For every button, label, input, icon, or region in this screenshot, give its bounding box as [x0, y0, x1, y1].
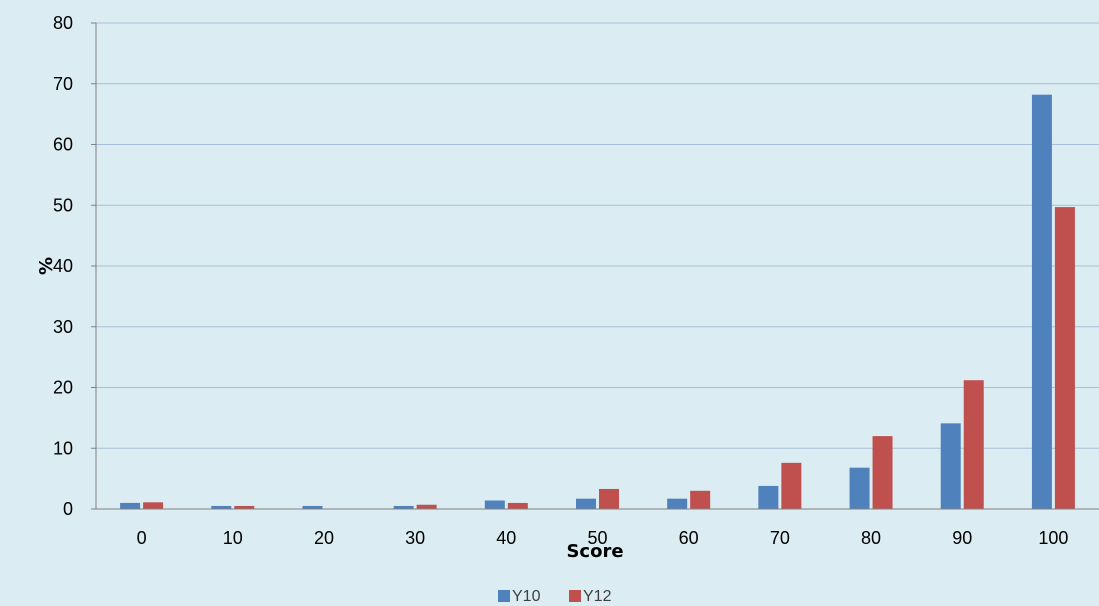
y-tick-label: 40	[53, 256, 73, 276]
axes	[91, 22, 1099, 510]
y-tick-label: 20	[53, 378, 73, 398]
y-tick-label: 30	[53, 317, 73, 337]
x-tick-label: 80	[861, 528, 881, 548]
bar-y12-0	[143, 502, 164, 509]
bar-y12-30	[416, 504, 437, 509]
bar-y12-10	[234, 505, 255, 509]
y-tick-label: 70	[53, 74, 73, 94]
bar-y12-80	[872, 436, 893, 509]
bars	[120, 94, 1075, 509]
bar-y10-20	[302, 505, 323, 509]
bar-y10-10	[211, 505, 232, 509]
bar-y10-40	[484, 500, 505, 509]
bar-y10-30	[393, 505, 414, 509]
x-tick-label: 90	[952, 528, 972, 548]
x-tick-label: 10	[223, 528, 243, 548]
x-tick-label: 30	[405, 528, 425, 548]
y-tick-label: 10	[53, 438, 73, 458]
legend-swatch-y10	[498, 590, 510, 602]
y-tick-label: 50	[53, 195, 73, 215]
x-tick-label: 100	[1038, 528, 1068, 548]
x-tick-label: 50	[587, 528, 607, 548]
bar-y12-60	[690, 490, 711, 509]
y-tick-label: 60	[53, 135, 73, 155]
bar-y10-90	[940, 423, 961, 509]
bar-y12-50	[599, 488, 619, 509]
bar-y12-90	[963, 380, 984, 509]
y-tick-label: 80	[53, 13, 73, 33]
x-tick-label: 60	[679, 528, 699, 548]
x-tick-label: 0	[137, 528, 147, 548]
legend-label-y12: Y12	[583, 588, 612, 605]
y-axis-title: %	[36, 257, 57, 275]
gridlines	[96, 22, 1099, 449]
y-tick-labels: 0 10 20 30 40 50 60 70 80	[53, 13, 73, 519]
x-tick-labels: 0 10 20 30 40 50 60 70 80 90 100	[137, 528, 1069, 548]
x-tick-label: 70	[770, 528, 790, 548]
bar-y10-100	[1031, 94, 1052, 509]
bar-y12-100	[1054, 207, 1075, 509]
bar-y10-60	[667, 498, 688, 509]
bar-y10-50	[576, 498, 596, 509]
bar-y10-0	[120, 502, 141, 509]
bar-y10-70	[758, 485, 779, 509]
bar-y12-40	[507, 502, 528, 509]
x-tick-label: 40	[496, 528, 516, 548]
x-axis-title: Score	[566, 541, 623, 562]
legend-swatch-y12	[569, 590, 581, 602]
bar-y12-70	[781, 462, 802, 509]
y-tick-label: 0	[63, 499, 73, 519]
legend-label-y10: Y10	[512, 588, 541, 605]
legend: Y10 Y12	[498, 588, 612, 605]
x-tick-label: 20	[314, 528, 334, 548]
bar-y10-80	[849, 467, 870, 509]
